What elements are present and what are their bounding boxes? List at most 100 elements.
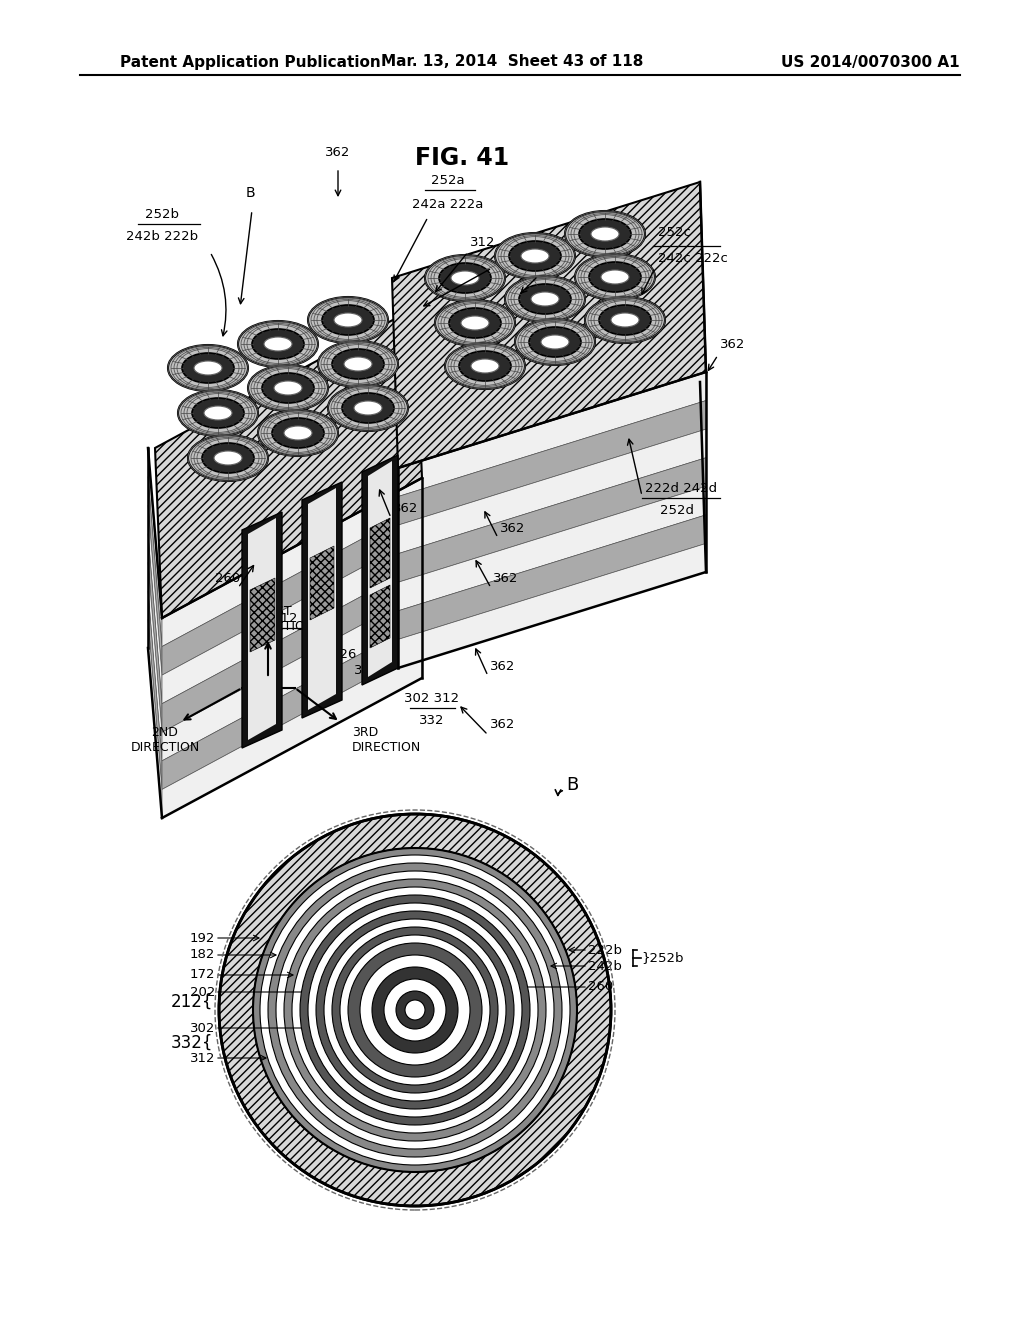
Polygon shape [370,517,390,587]
Text: 222d 242d: 222d 242d [645,482,717,495]
Text: 252a: 252a [431,173,465,186]
Ellipse shape [178,389,258,436]
Polygon shape [162,593,422,760]
Ellipse shape [214,451,242,465]
Polygon shape [148,591,162,789]
Polygon shape [700,268,706,486]
Text: B: B [566,776,579,795]
Text: 242b: 242b [588,960,622,973]
Ellipse shape [354,401,382,414]
Text: 302: 302 [189,1022,215,1035]
Polygon shape [392,182,706,469]
Text: 260: 260 [588,981,613,994]
Polygon shape [148,619,162,818]
Text: }252b: }252b [641,952,683,965]
Ellipse shape [425,255,505,301]
Ellipse shape [193,399,244,428]
Ellipse shape [308,297,388,343]
Ellipse shape [332,348,384,379]
Ellipse shape [515,319,595,366]
Ellipse shape [459,351,511,381]
Text: 362: 362 [393,502,419,515]
Text: 326: 326 [332,648,357,661]
Text: 362: 362 [490,718,515,731]
Ellipse shape [318,341,398,387]
Polygon shape [368,461,392,677]
Ellipse shape [585,297,665,343]
Ellipse shape [332,927,498,1093]
Ellipse shape [505,276,585,322]
Text: 312: 312 [189,1052,215,1064]
Polygon shape [398,458,706,582]
Text: 252d: 252d [660,503,694,516]
Ellipse shape [316,911,514,1109]
Polygon shape [155,308,422,618]
Ellipse shape [252,329,304,359]
Ellipse shape [342,393,394,422]
Ellipse shape [360,954,470,1065]
Polygon shape [362,455,398,685]
Polygon shape [398,400,706,525]
Ellipse shape [611,313,639,327]
Ellipse shape [348,942,482,1077]
Text: 332{: 332{ [171,1034,213,1052]
Polygon shape [162,620,422,789]
Text: 222b: 222b [588,944,622,957]
Polygon shape [148,533,162,733]
Text: 312: 312 [540,260,565,272]
Ellipse shape [519,284,571,314]
Ellipse shape [575,253,655,300]
Ellipse shape [168,345,248,391]
Polygon shape [308,488,336,710]
Ellipse shape [284,879,546,1140]
Text: B: B [245,186,255,201]
Polygon shape [398,372,706,496]
Polygon shape [242,512,282,748]
Text: 302 312: 302 312 [404,692,460,705]
Ellipse shape [248,366,328,411]
Text: 362: 362 [500,521,525,535]
Ellipse shape [384,979,446,1041]
Ellipse shape [495,234,575,279]
Ellipse shape [565,211,645,257]
Ellipse shape [406,1001,425,1020]
Ellipse shape [262,374,314,403]
Text: 172: 172 [189,969,215,982]
Text: 362: 362 [354,664,379,676]
Text: 3RD
DIRECTION: 3RD DIRECTION [352,726,421,754]
Ellipse shape [194,360,222,375]
Ellipse shape [529,327,581,356]
Ellipse shape [188,436,268,480]
Polygon shape [700,239,706,458]
Text: 242b 222b: 242b 222b [126,230,198,243]
Text: 326: 326 [494,253,519,267]
Text: 362: 362 [326,145,350,158]
Ellipse shape [445,343,525,389]
Text: 312 302: 312 302 [272,611,328,624]
Ellipse shape [372,968,458,1053]
Ellipse shape [435,300,515,346]
Ellipse shape [322,305,374,335]
Text: 252c: 252c [658,227,691,239]
Polygon shape [162,649,422,818]
Text: 332: 332 [314,634,340,647]
Text: 252b: 252b [145,209,179,222]
Text: 192: 192 [189,932,215,945]
Text: 2ND
DIRECTION: 2ND DIRECTION [130,726,200,754]
Ellipse shape [202,444,254,473]
Text: Mar. 13, 2014  Sheet 43 of 118: Mar. 13, 2014 Sheet 43 of 118 [381,54,643,70]
Ellipse shape [471,359,499,374]
Ellipse shape [253,847,577,1172]
Text: 1ST
DIRECTION: 1ST DIRECTION [246,605,314,634]
Ellipse shape [509,242,561,271]
Ellipse shape [324,919,506,1101]
Ellipse shape [541,335,569,348]
Polygon shape [398,429,706,553]
Text: 242a 222a: 242a 222a [413,198,483,210]
Ellipse shape [531,292,559,306]
Ellipse shape [258,411,338,455]
Polygon shape [162,564,422,733]
Text: 362: 362 [493,572,518,585]
Text: 202: 202 [189,986,215,998]
Ellipse shape [204,407,232,420]
